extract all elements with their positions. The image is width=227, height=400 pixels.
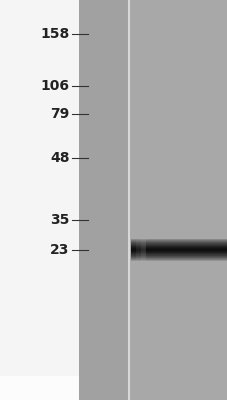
Bar [135, 239, 140, 261]
Bar [131, 252, 227, 253]
Bar [131, 244, 227, 245]
Text: 106: 106 [40, 79, 69, 93]
Bar [131, 257, 227, 258]
Bar [131, 259, 227, 260]
Bar [131, 239, 227, 240]
Bar [131, 245, 227, 246]
Bar [140, 239, 145, 261]
Bar [131, 254, 227, 255]
Bar [131, 248, 227, 250]
Bar [131, 252, 227, 253]
Bar [131, 250, 227, 251]
Bar [131, 246, 227, 247]
Bar [131, 242, 227, 243]
Text: 23: 23 [50, 243, 69, 257]
Text: 35: 35 [50, 213, 69, 227]
Text: 158: 158 [40, 27, 69, 41]
Bar [131, 248, 227, 249]
Bar [131, 240, 227, 241]
Bar [131, 258, 227, 259]
Bar [131, 254, 227, 256]
Bar [131, 241, 227, 242]
Bar [78, 0, 128, 400]
Bar [131, 257, 227, 258]
Bar [131, 256, 227, 257]
Bar [131, 247, 227, 248]
Bar [131, 251, 227, 252]
Bar [131, 256, 227, 257]
Bar [131, 260, 227, 261]
Bar [131, 253, 227, 254]
Bar [0, 0, 78, 400]
Bar [0, 376, 78, 400]
Text: 48: 48 [50, 151, 69, 165]
Bar [131, 239, 136, 261]
Text: 79: 79 [50, 107, 69, 121]
Bar [131, 251, 227, 252]
Bar [131, 243, 227, 244]
Bar [131, 258, 227, 259]
Bar [131, 247, 227, 248]
Bar [131, 245, 227, 246]
Bar [131, 241, 227, 242]
Bar [131, 255, 227, 256]
Bar [131, 246, 227, 247]
Bar [131, 242, 227, 243]
Bar [131, 240, 227, 241]
Bar [131, 238, 227, 240]
Bar [78, 0, 227, 400]
Bar [131, 249, 227, 250]
